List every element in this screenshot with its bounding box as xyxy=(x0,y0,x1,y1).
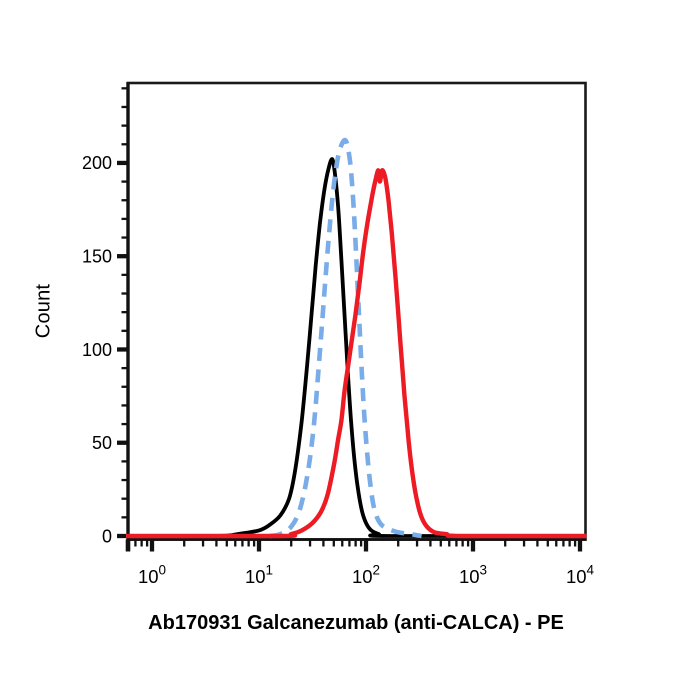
curves xyxy=(126,137,587,539)
y-tick-label: 200 xyxy=(82,153,112,173)
curve-red-solid xyxy=(126,168,587,539)
y-tick-label: 100 xyxy=(82,340,112,360)
x-tick-label: 101 xyxy=(245,563,273,588)
x-tick-label: 100 xyxy=(138,563,166,588)
y-axis-title: Count xyxy=(32,283,55,339)
y-tick-label: 0 xyxy=(102,526,112,546)
curve-black-solid xyxy=(126,157,587,538)
x-tick-label: 104 xyxy=(566,563,595,588)
x-tick-label: 102 xyxy=(352,563,380,588)
x-tick-label: 103 xyxy=(459,563,487,588)
x-axis-ticks xyxy=(125,539,583,552)
y-tick-label: 150 xyxy=(82,247,112,267)
curve-blue-dashed xyxy=(269,137,422,539)
y-tick-label: 50 xyxy=(92,433,112,453)
x-axis-title: Ab170931 Galcanezumab (anti-CALCA) - PE xyxy=(148,612,564,634)
